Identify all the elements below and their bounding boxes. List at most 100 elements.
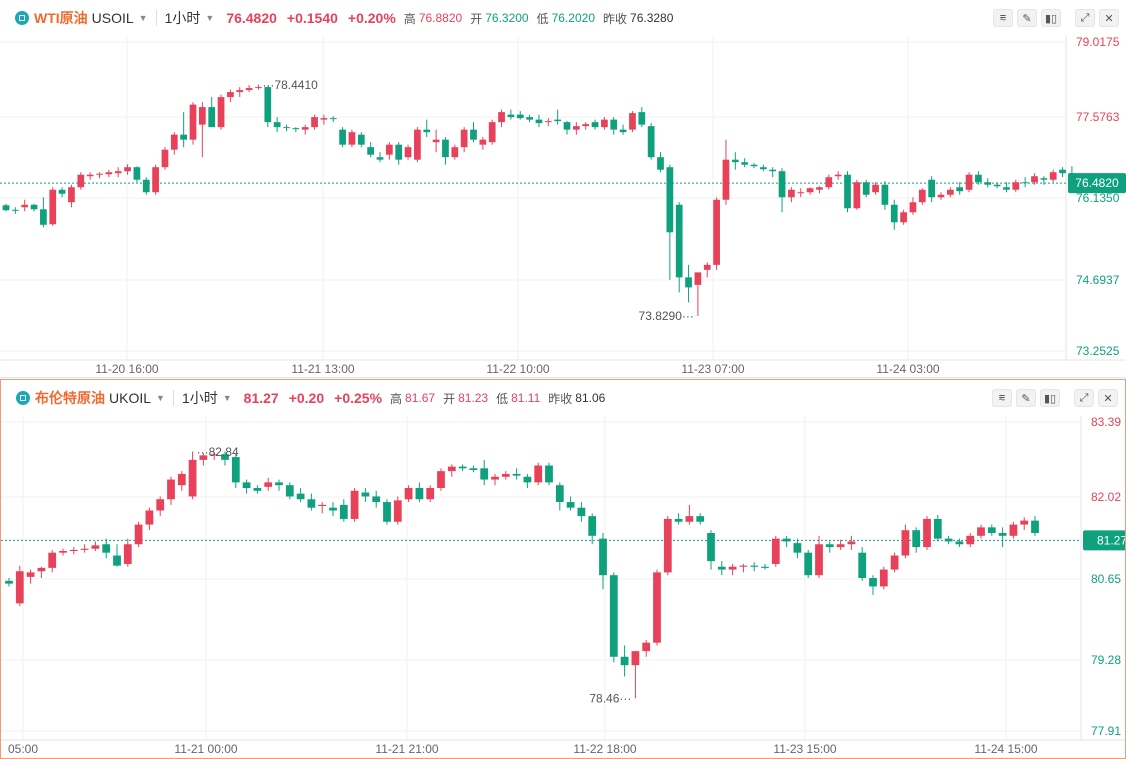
symbol-dropdown-icon[interactable]: ▼ [138, 13, 148, 23]
symbol-dropdown-icon[interactable]: ▼ [156, 393, 165, 403]
close-icon[interactable]: ✕ [1098, 389, 1118, 407]
line-chart-icon[interactable]: ⩳ [993, 9, 1013, 27]
candle-body [383, 502, 391, 522]
candle-body [507, 114, 515, 118]
candle-body [629, 113, 636, 130]
wti-header: WTI原油 USOIL ▼ 1小时 ▼ 76.4820 +0.1540 +0.2… [0, 0, 1126, 36]
x-tick-label: 05:00 [8, 742, 38, 756]
candle-body [114, 171, 122, 174]
timeframe-selector[interactable]: 1小时 [164, 10, 201, 26]
candle-body [703, 264, 711, 270]
expand-icon[interactable]: ⤢ [1074, 389, 1094, 407]
candle-body [491, 476, 499, 480]
y-tick-label: 74.6937 [1076, 273, 1120, 287]
candle-body [750, 164, 758, 167]
draw-pen-icon[interactable]: ✎ [1016, 389, 1036, 407]
x-tick-label: 11-21 13:00 [291, 362, 354, 376]
candle-body [825, 544, 834, 548]
wti-candlestick-chart[interactable]: 79.0175 77.5763 76.1350 74.6937 73.2525 11-20… [0, 0, 1126, 378]
symbol-name[interactable]: 布伦特原油 [35, 390, 105, 406]
candle-body [1020, 520, 1029, 525]
prev-close-label: 昨收 [548, 391, 573, 406]
candle-body [1049, 172, 1057, 180]
y-tick-label: 76.1350 [1076, 191, 1120, 205]
symbol-code[interactable]: UKOIL [109, 390, 152, 406]
expand-icon[interactable]: ⤢ [1075, 9, 1095, 27]
candle-body [771, 538, 780, 564]
line-chart-icon[interactable]: ⩳ [992, 389, 1012, 407]
min-annotation: 73.8290··· [639, 309, 694, 323]
candle-body [133, 167, 141, 180]
price-change-percent: +0.20% [347, 10, 396, 26]
y-tick-label: 82.02 [1091, 490, 1121, 504]
price-change: +0.20 [288, 390, 325, 406]
brent-candlestick-chart[interactable]: 83.39 82.02 80.65 79.28 77.91 05:00 11-21 00:0… [1, 380, 1125, 758]
candle-body [145, 510, 154, 525]
open-value: 76.3200 [485, 11, 529, 25]
candle-body [1009, 524, 1018, 536]
candle-body [728, 566, 737, 570]
wti-chart-panel: WTI原油 USOIL ▼ 1小时 ▼ 76.4820 +0.1540 +0.2… [0, 0, 1126, 378]
candle-body [253, 488, 262, 491]
candle-body [283, 127, 290, 129]
candle-body [545, 465, 553, 483]
candle-body [307, 499, 316, 508]
candle-body [657, 157, 664, 170]
candle-body [372, 496, 381, 503]
high-label: 高 [403, 11, 416, 26]
symbol-logo-icon [16, 391, 30, 405]
candle-body [210, 454, 219, 456]
candle-body [339, 504, 348, 519]
candle-body [458, 466, 467, 469]
symbol-name[interactable]: WTI原油 [34, 10, 88, 26]
symbol-logo-icon [15, 11, 29, 25]
candle-body [376, 157, 384, 160]
x-tick-label: 11-24 15:00 [974, 742, 1037, 756]
candle-body [663, 518, 672, 573]
candle-body [311, 117, 318, 128]
brent-header: 布伦特原油 UKOIL ▼ 1小时 ▼ 81.27 +0.20 +0.25% 高… [1, 380, 1125, 416]
candle-body [563, 122, 571, 130]
candle-body [59, 551, 67, 553]
candle-body [554, 119, 562, 122]
x-tick-label: 11-20 16:00 [95, 362, 158, 376]
candle-body [91, 545, 100, 549]
candle-body [86, 174, 94, 177]
candle-body [666, 167, 674, 233]
candle-body [750, 565, 759, 567]
candle-body [869, 578, 877, 587]
candle-body [442, 139, 449, 158]
candle-body [415, 488, 424, 500]
candle-body [956, 187, 964, 192]
x-tick-label: 11-22 18:00 [573, 742, 636, 756]
prev-close-value: 76.3280 [630, 11, 674, 25]
candle-body [167, 479, 175, 500]
candle-body [361, 492, 370, 497]
candle-body [993, 184, 1001, 187]
timeframe-selector[interactable]: 1小时 [181, 390, 218, 406]
candle-body [208, 107, 216, 128]
x-tick-label: 11-23 07:00 [681, 362, 744, 376]
candle-type-icon[interactable]: ▮▯ [1040, 389, 1060, 407]
low-label: 低 [496, 391, 509, 406]
candle-body [404, 147, 412, 158]
candle-body [198, 107, 206, 125]
draw-pen-icon[interactable]: ✎ [1017, 9, 1037, 27]
candle-body [470, 129, 477, 140]
timeframe-dropdown-icon[interactable]: ▼ [205, 13, 215, 23]
candle-body [96, 173, 103, 175]
candle-type-icon[interactable]: ▮▯ [1041, 9, 1061, 27]
close-icon[interactable]: ✕ [1099, 9, 1119, 27]
candle-body [242, 482, 251, 488]
candle-body [26, 572, 35, 577]
candle-body [717, 566, 726, 570]
symbol-code[interactable]: USOIL [91, 10, 134, 26]
candle-body [1040, 178, 1048, 180]
timeframe-dropdown-icon[interactable]: ▼ [222, 393, 232, 403]
x-tick-label: 11-23 15:00 [773, 742, 836, 756]
candle-body [5, 580, 13, 584]
candle-body [685, 516, 694, 522]
candle-body [329, 118, 337, 120]
high-value: 76.8820 [418, 11, 463, 25]
current-price-tag [1083, 530, 1125, 551]
